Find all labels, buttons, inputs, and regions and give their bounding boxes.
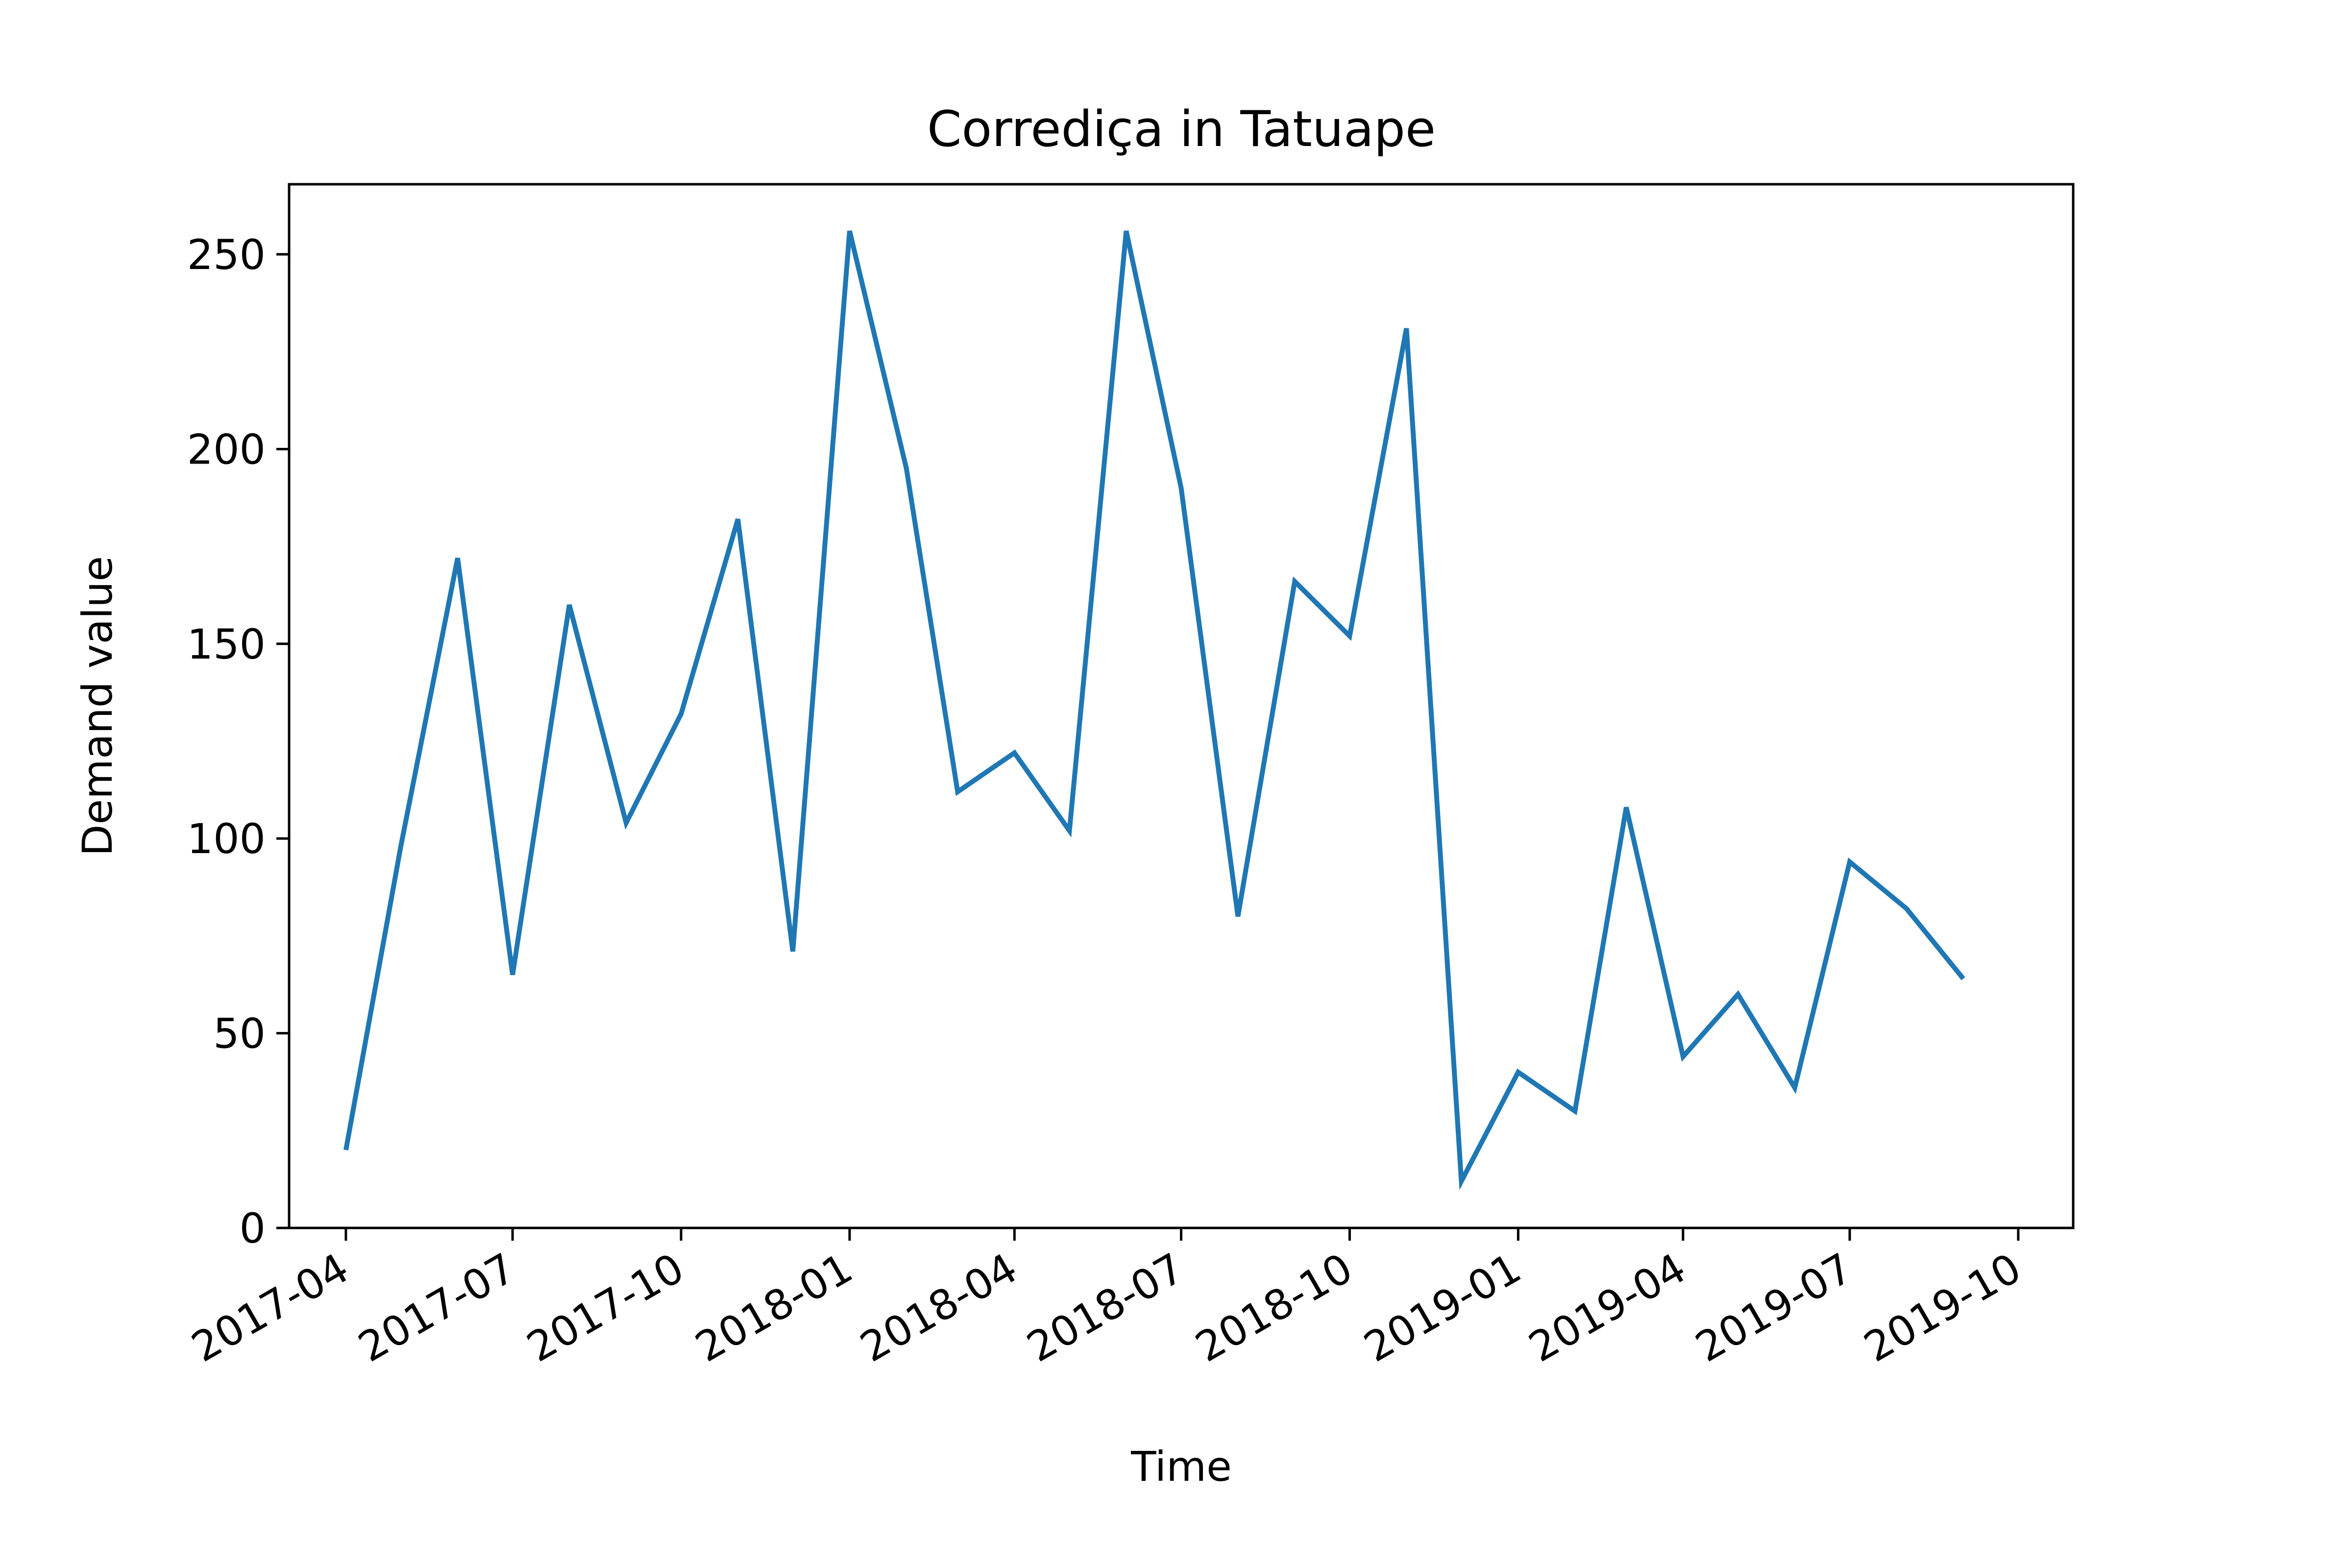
y-tick-label: 100 — [187, 815, 266, 863]
series-line — [343, 230, 1965, 1190]
chart-title: Corrediça in Tatuape — [927, 100, 1436, 158]
plot-area-frame — [288, 183, 2075, 1229]
y-axis-ticks: 0 50 100 150 200 250 — [187, 231, 289, 1252]
y-axis-label: Demand value — [74, 556, 122, 856]
y-tick-label: 0 — [240, 1204, 266, 1252]
series-layer — [343, 230, 1965, 1190]
y-tick-label: 50 — [213, 1010, 266, 1058]
y-tick-label: 150 — [187, 620, 266, 668]
y-tick-label: 200 — [187, 425, 266, 473]
y-tick-label: 250 — [187, 231, 266, 279]
x-axis-label: Time — [1130, 1443, 1232, 1491]
